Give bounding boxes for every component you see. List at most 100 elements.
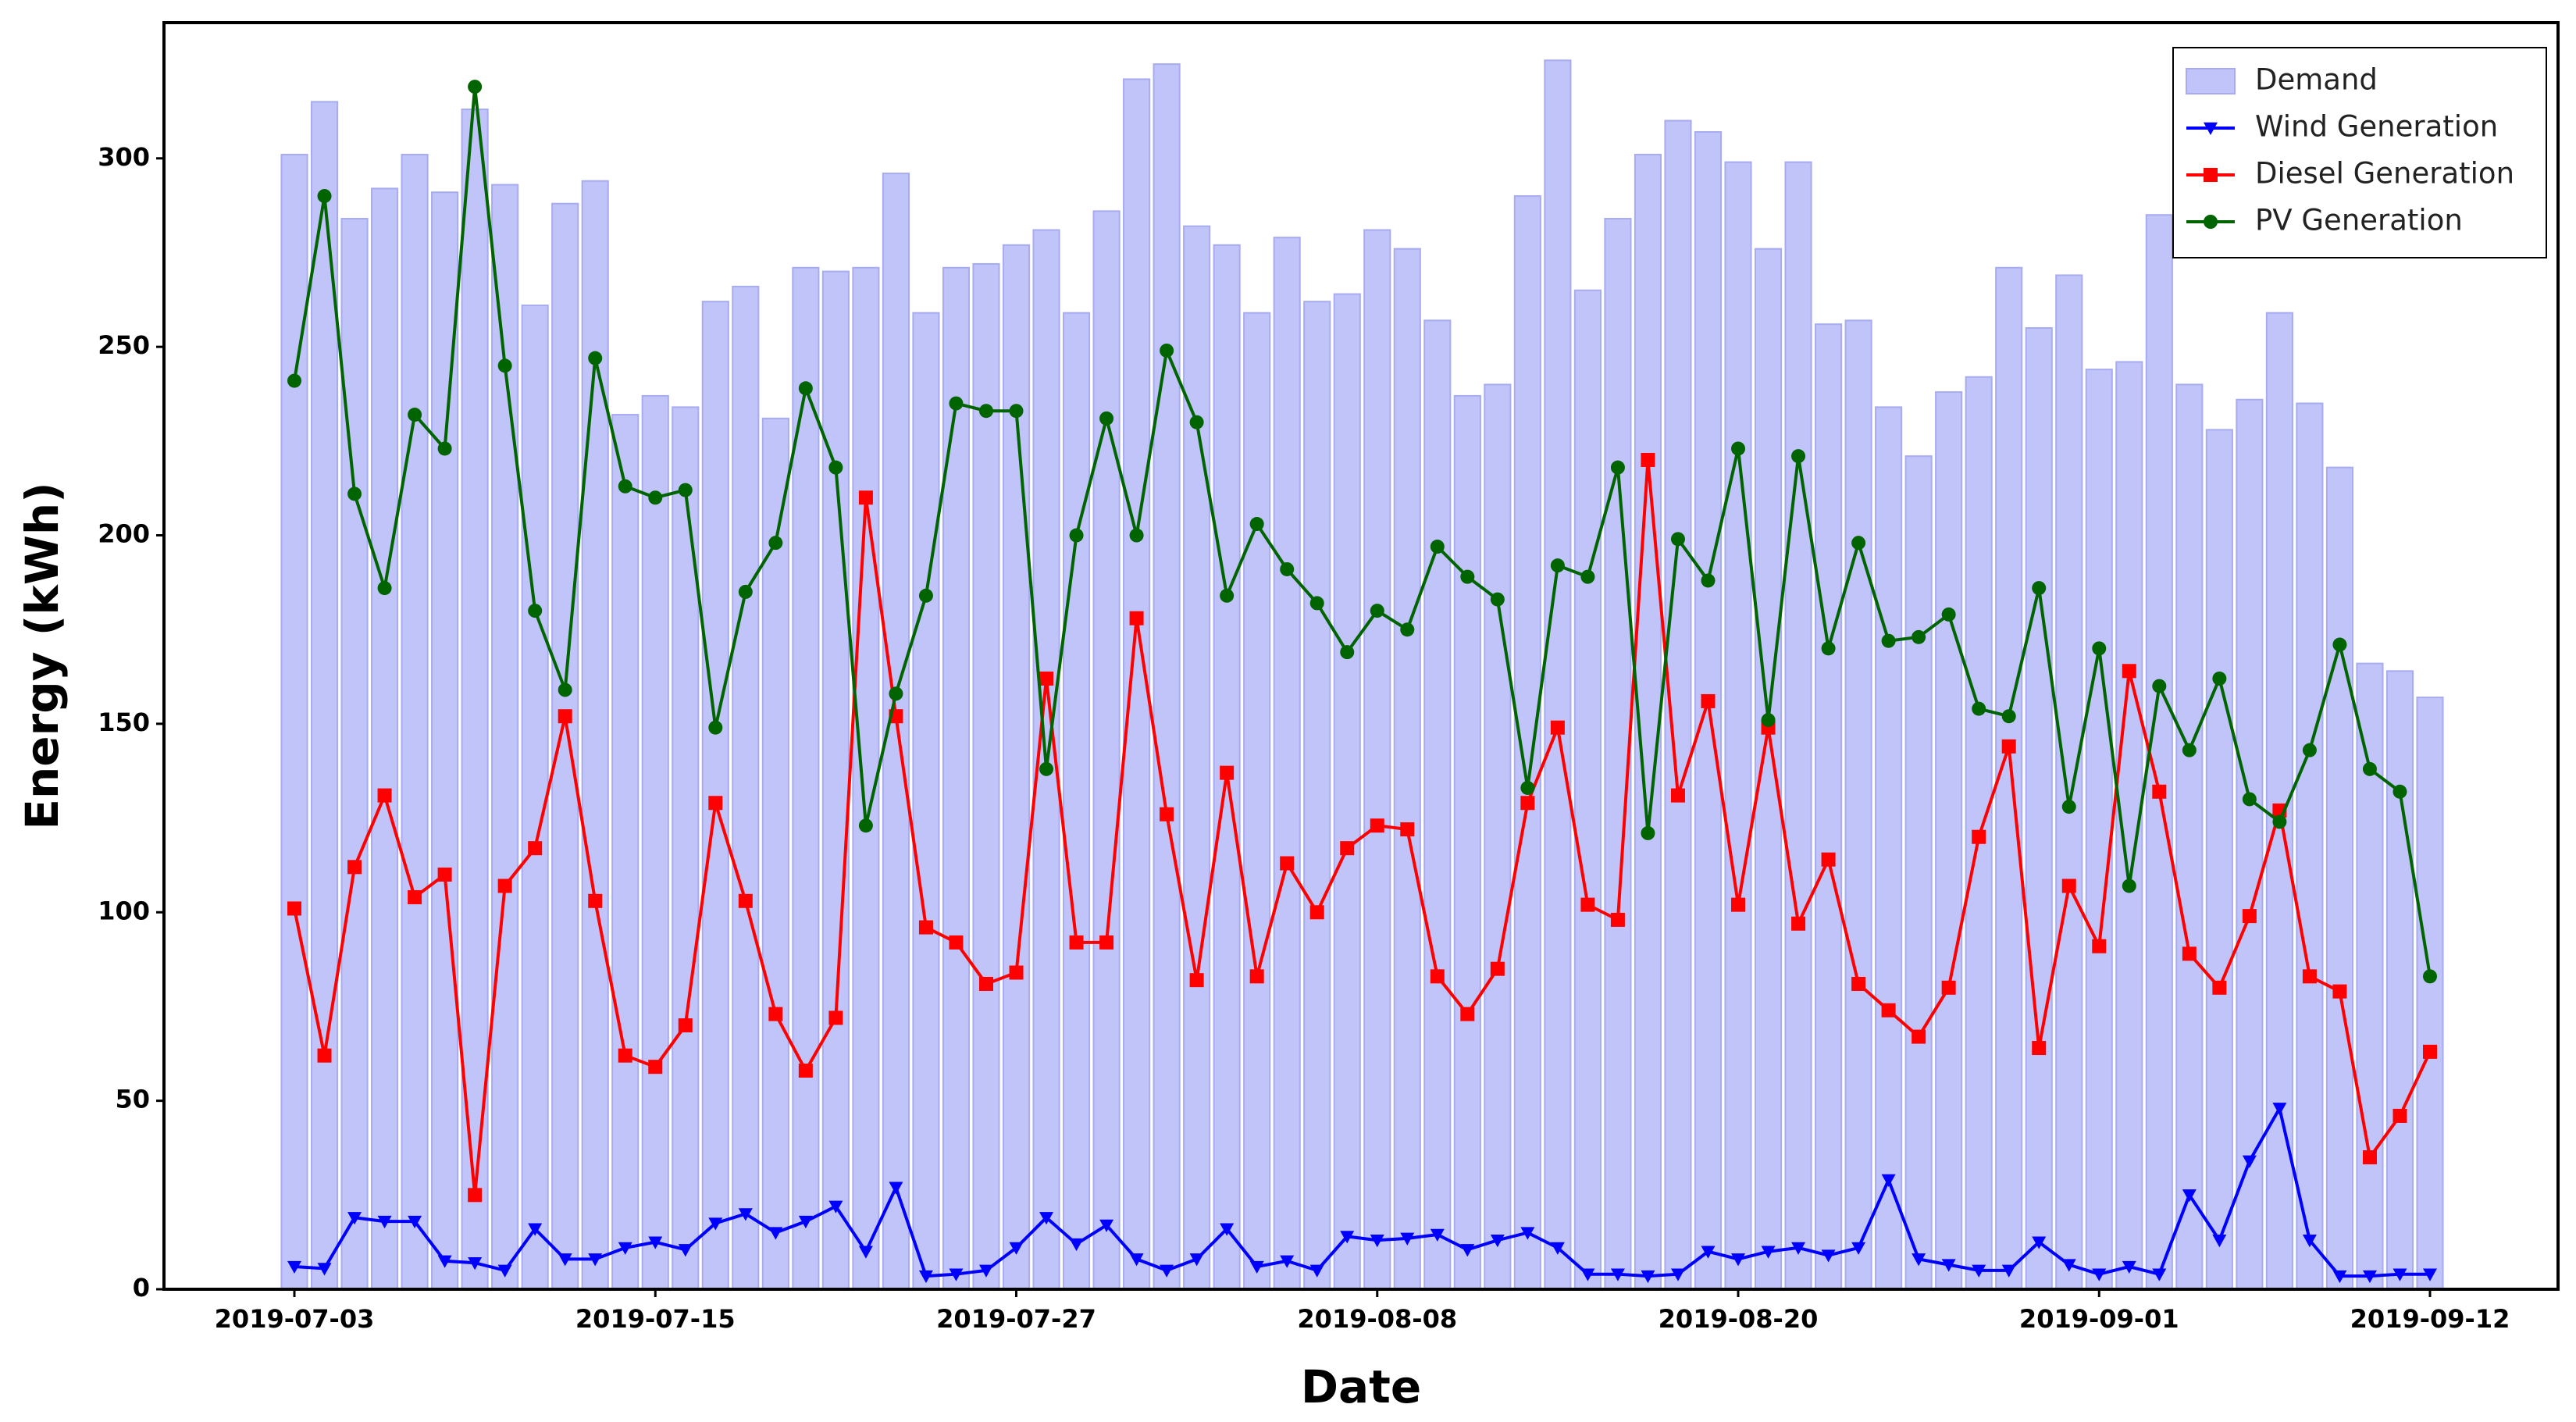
marker — [588, 893, 603, 908]
marker — [1912, 1029, 1926, 1044]
marker — [2212, 980, 2227, 995]
marker — [1430, 969, 1445, 984]
bar — [280, 153, 308, 1290]
bar — [1935, 391, 1963, 1290]
marker — [2061, 800, 2076, 814]
marker — [1039, 1212, 1054, 1225]
bar — [641, 394, 669, 1290]
bar — [491, 184, 519, 1290]
marker — [798, 381, 813, 396]
marker — [1430, 1228, 1445, 1242]
marker — [618, 1048, 632, 1063]
marker — [648, 1060, 663, 1075]
marker — [978, 1264, 993, 1278]
marker — [858, 490, 873, 505]
marker — [1370, 1235, 1384, 1248]
bar — [1273, 237, 1301, 1290]
bar — [1423, 319, 1452, 1291]
marker — [1941, 607, 1956, 622]
bar — [1784, 161, 1812, 1291]
marker — [2122, 664, 2136, 679]
marker — [918, 920, 933, 935]
marker — [828, 460, 843, 475]
marker — [1129, 528, 1144, 543]
marker — [1069, 935, 1084, 950]
bar — [1844, 319, 1872, 1291]
marker — [678, 1244, 693, 1257]
marker — [2001, 1264, 2016, 1278]
marker — [889, 686, 903, 701]
marker — [978, 976, 993, 991]
bar — [1995, 266, 2023, 1290]
bar — [1243, 312, 1271, 1290]
bar — [1303, 301, 1331, 1290]
marker — [287, 373, 301, 388]
marker — [2122, 1260, 2136, 1274]
bar — [401, 153, 429, 1290]
bar — [972, 262, 1000, 1290]
marker — [1851, 536, 1866, 551]
marker — [1550, 720, 1565, 735]
bar — [2085, 369, 2113, 1291]
bar — [701, 301, 729, 1290]
marker — [1912, 629, 1926, 644]
marker — [528, 1223, 543, 1236]
marker — [588, 351, 603, 365]
marker — [2032, 581, 2047, 596]
marker — [408, 889, 422, 904]
marker — [1791, 1242, 1806, 1255]
marker — [2092, 641, 2107, 656]
marker — [2152, 1268, 2167, 1281]
marker — [2242, 792, 2257, 807]
marker — [1189, 1253, 1204, 1267]
bar — [1573, 289, 1602, 1291]
marker — [1460, 569, 1475, 584]
marker — [1039, 671, 1054, 686]
marker — [1520, 780, 1535, 795]
marker — [558, 682, 572, 697]
marker — [1881, 633, 1896, 648]
marker — [2182, 1189, 2197, 1203]
bar — [2055, 274, 2083, 1290]
marker — [618, 479, 632, 494]
bar — [370, 187, 399, 1290]
marker — [1701, 1246, 1716, 1259]
marker — [2182, 946, 2197, 961]
marker — [2152, 784, 2167, 799]
marker — [1400, 622, 1415, 637]
marker — [798, 1064, 813, 1078]
marker — [2423, 969, 2437, 984]
marker — [1550, 558, 1565, 573]
marker — [858, 818, 873, 833]
marker — [2362, 761, 2377, 776]
marker — [1670, 532, 1685, 547]
marker — [1430, 540, 1445, 554]
marker — [1249, 1260, 1264, 1274]
line — [294, 1103, 2430, 1278]
marker — [2302, 969, 2317, 984]
bar — [1544, 59, 1572, 1291]
marker — [1340, 1231, 1355, 1244]
marker — [2001, 709, 2016, 724]
marker — [2272, 814, 2287, 829]
marker — [1099, 935, 1114, 950]
bar — [1484, 383, 1512, 1290]
bar — [2385, 670, 2414, 1290]
marker — [1972, 701, 1986, 716]
marker — [1851, 976, 1866, 991]
bar — [1153, 63, 1181, 1290]
bar — [611, 414, 640, 1290]
marker — [2272, 1103, 2287, 1116]
bar — [792, 266, 820, 1290]
marker — [1129, 1253, 1144, 1267]
bar — [761, 417, 789, 1290]
x-axis-title: Date — [1301, 1360, 1421, 1413]
marker — [1039, 761, 1054, 776]
bar — [2325, 466, 2354, 1290]
marker — [2332, 1270, 2347, 1284]
marker — [2212, 1235, 2227, 1248]
marker — [347, 1212, 362, 1225]
bar — [581, 180, 609, 1290]
bar — [1183, 225, 1211, 1290]
marker — [408, 408, 422, 422]
